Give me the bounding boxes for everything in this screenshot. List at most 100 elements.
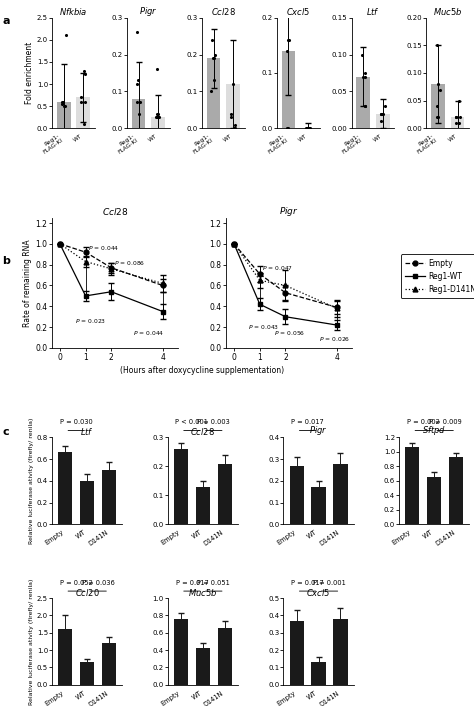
Text: P = 0.003: P = 0.003: [198, 419, 230, 425]
Point: [283, 123, 291, 134]
Point: [285, 34, 293, 45]
Title: $\it{Ccl20}$: $\it{Ccl20}$: [75, 587, 100, 598]
Text: a: a: [2, 16, 10, 25]
Point: [137, 97, 144, 108]
Point: [433, 40, 441, 51]
Point: [377, 108, 384, 119]
Title: $\it{Nfkbia}$: $\it{Nfkbia}$: [59, 6, 88, 17]
Bar: [290, 466, 304, 525]
Point: [208, 85, 215, 97]
Point: [433, 112, 441, 123]
Point: [284, 45, 292, 56]
Point: [154, 64, 161, 75]
Text: P = 0.052: P = 0.052: [60, 580, 93, 586]
Point: [155, 112, 163, 123]
Title: $\it{Muc5b}$: $\it{Muc5b}$: [433, 6, 463, 17]
Title: $\it{Cxcl5}$: $\it{Cxcl5}$: [306, 587, 331, 598]
Bar: [226, 84, 240, 128]
Title: $\it{Ltf}$: $\it{Ltf}$: [80, 426, 94, 438]
Bar: [218, 464, 232, 525]
Text: P < 0.001: P < 0.001: [175, 419, 209, 425]
Point: [362, 100, 369, 112]
Title: $\it{Ccl28}$: $\it{Ccl28}$: [191, 426, 215, 438]
Point: [361, 100, 368, 112]
Bar: [449, 457, 463, 525]
Point: [154, 112, 161, 123]
Bar: [282, 51, 295, 128]
Text: $P$ = 0.043: $P$ = 0.043: [248, 323, 279, 330]
Point: [228, 108, 235, 119]
Text: P = 0.036: P = 0.036: [82, 580, 115, 586]
Point: [284, 34, 292, 45]
Point: [135, 108, 143, 119]
Point: [377, 108, 384, 119]
Bar: [311, 487, 326, 525]
Text: $P$ = 0.056: $P$ = 0.056: [274, 329, 305, 337]
Text: b: b: [2, 256, 10, 265]
Bar: [218, 628, 232, 685]
Bar: [427, 477, 441, 525]
Bar: [174, 449, 188, 525]
Bar: [207, 58, 220, 128]
Text: P = 0.001: P = 0.001: [313, 580, 346, 586]
Point: [379, 108, 387, 119]
Point: [154, 108, 162, 119]
Title: $\it{Pigr}$: $\it{Pigr}$: [309, 424, 328, 438]
Bar: [376, 114, 390, 128]
Point: [434, 78, 441, 90]
Point: [133, 97, 141, 108]
Title: $\it{Ltf}$: $\it{Ltf}$: [366, 6, 380, 17]
Point: [452, 112, 459, 123]
Y-axis label: Relative luciferase ativity (firefly/ renila): Relative luciferase ativity (firefly/ re…: [29, 578, 34, 705]
Text: P = 0.051: P = 0.051: [198, 580, 230, 586]
Bar: [196, 486, 210, 525]
Point: [134, 75, 142, 86]
Text: $P$ = 0.047: $P$ = 0.047: [262, 264, 293, 272]
Point: [452, 117, 460, 128]
Point: [436, 84, 444, 95]
Bar: [58, 628, 73, 685]
Point: [358, 49, 365, 60]
Point: [435, 112, 442, 123]
Point: [210, 52, 217, 64]
Point: [377, 115, 385, 126]
Point: [211, 49, 219, 60]
Point: [134, 27, 141, 38]
Bar: [356, 77, 370, 128]
Point: [210, 52, 218, 64]
Point: [77, 96, 85, 107]
Point: [362, 67, 369, 78]
Point: [231, 123, 239, 134]
Title: $\it{Ccl28}$: $\it{Ccl28}$: [211, 6, 236, 17]
Y-axis label: Fold enrichment: Fold enrichment: [25, 42, 34, 104]
Text: $P$ = 0.023: $P$ = 0.023: [75, 318, 107, 325]
Title: $\it{Pigr}$: $\it{Pigr}$: [280, 205, 299, 218]
Point: [303, 123, 310, 134]
Point: [81, 118, 88, 129]
Point: [231, 119, 239, 131]
Bar: [196, 647, 210, 685]
Point: [227, 112, 235, 123]
Point: [381, 100, 389, 112]
Point: [154, 108, 161, 119]
Point: [456, 112, 464, 123]
Bar: [80, 481, 94, 525]
Legend: Empty, Reg1-WT, Reg1-D141N: Empty, Reg1-WT, Reg1-D141N: [401, 254, 474, 298]
Bar: [102, 643, 116, 685]
Point: [80, 65, 88, 76]
Bar: [102, 470, 116, 525]
Title: $\it{Cxcl5}$: $\it{Cxcl5}$: [286, 6, 310, 17]
Point: [434, 100, 441, 112]
Bar: [76, 97, 90, 128]
Point: [305, 123, 312, 134]
Bar: [151, 117, 165, 128]
Point: [81, 68, 89, 80]
Point: [62, 30, 70, 41]
Point: [452, 112, 460, 123]
Text: $P$ = 0.044: $P$ = 0.044: [88, 244, 119, 252]
Point: [61, 100, 68, 112]
Bar: [333, 619, 347, 685]
Point: [230, 78, 237, 90]
Text: P = 0.017: P = 0.017: [175, 580, 208, 586]
Point: [231, 123, 238, 134]
